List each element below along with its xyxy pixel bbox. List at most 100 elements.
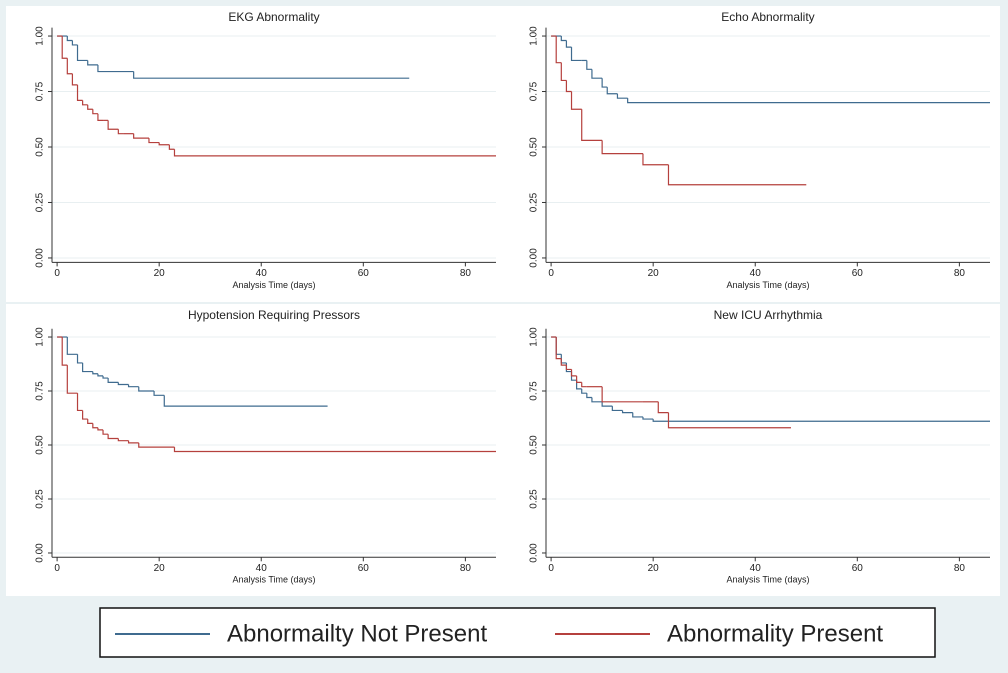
- y-tick-label: 0.00: [35, 543, 46, 563]
- km-step: [87, 104, 93, 110]
- km-step: [667, 164, 807, 186]
- y-tick-label: 1.00: [529, 26, 540, 46]
- y-tick-label: 0.75: [35, 381, 46, 401]
- km-step: [576, 375, 582, 383]
- km-step: [565, 80, 572, 93]
- chart-title: Echo Abnormality: [721, 10, 814, 24]
- y-tick-label: 0.25: [529, 489, 540, 509]
- km-step: [657, 401, 669, 414]
- legend-box: [99, 607, 936, 658]
- chart-title: Hypotension Requiring Pressors: [188, 308, 360, 322]
- km-step: [66, 365, 78, 394]
- x-axis-label: Analysis Time (days): [726, 575, 809, 585]
- x-axis-label: Analysis Time (days): [232, 575, 315, 585]
- chart-title: EKG Abnormality: [228, 10, 319, 24]
- km-step: [133, 71, 410, 79]
- panel: [6, 304, 502, 596]
- x-tick-label: 60: [852, 268, 864, 279]
- x-tick-label: 40: [256, 268, 268, 279]
- km-step: [107, 378, 119, 383]
- y-tick-label: 1.00: [35, 327, 46, 347]
- km-step: [133, 133, 149, 139]
- y-tick-label: 0.75: [529, 81, 540, 101]
- x-tick-label: 40: [750, 268, 762, 279]
- km-step: [66, 337, 78, 355]
- km-step: [652, 419, 990, 422]
- km-step: [102, 375, 109, 379]
- km-step: [586, 393, 592, 399]
- km-step: [627, 98, 990, 104]
- x-tick-label: 60: [358, 563, 370, 574]
- x-tick-label: 80: [954, 268, 966, 279]
- km-step: [66, 36, 73, 42]
- km-step: [66, 58, 73, 75]
- km-step: [107, 120, 119, 130]
- y-tick-label: 0.50: [35, 435, 46, 455]
- km-step: [621, 410, 633, 414]
- km-step: [102, 429, 109, 435]
- km-step: [581, 109, 603, 141]
- km-step: [591, 397, 603, 403]
- km-step: [555, 36, 562, 64]
- km-step: [163, 395, 328, 407]
- km-step: [565, 40, 572, 48]
- km-step: [82, 410, 88, 420]
- y-tick-label: 0.25: [35, 489, 46, 509]
- km-step: [173, 149, 496, 157]
- y-tick-label: 1.00: [35, 26, 46, 46]
- km-step: [611, 406, 623, 412]
- km-step: [61, 36, 68, 59]
- km-step: [565, 365, 572, 371]
- y-tick-label: 0.50: [529, 435, 540, 455]
- km-step: [586, 60, 592, 70]
- km-step: [642, 153, 669, 166]
- km-step: [616, 93, 628, 99]
- legend-label: Abnormailty Not Present: [227, 620, 487, 647]
- chart-title: New ICU Arrhythmia: [714, 308, 823, 322]
- x-tick-label: 20: [648, 268, 660, 279]
- km-step: [117, 438, 129, 442]
- panel: [500, 304, 1000, 596]
- x-tick-label: 0: [548, 563, 554, 574]
- km-step: [570, 47, 582, 62]
- y-tick-label: 0.00: [529, 543, 540, 563]
- x-tick-label: 80: [460, 563, 472, 574]
- x-tick-label: 20: [648, 563, 660, 574]
- km-step: [82, 362, 93, 373]
- km-step: [97, 113, 104, 121]
- km-step: [138, 442, 175, 448]
- x-tick-label: 80: [460, 268, 472, 279]
- x-tick-label: 40: [256, 563, 268, 574]
- x-tick-label: 60: [358, 268, 370, 279]
- km-step: [138, 386, 155, 392]
- x-tick-label: 40: [750, 563, 762, 574]
- km-step: [117, 129, 124, 135]
- y-tick-label: 0.00: [35, 248, 46, 268]
- km-step: [92, 423, 98, 429]
- km-step: [591, 69, 603, 79]
- km-step: [570, 91, 582, 110]
- km-step: [667, 412, 791, 429]
- km-step: [632, 412, 643, 418]
- y-tick-label: 0.50: [35, 137, 46, 157]
- km-step: [576, 380, 582, 390]
- y-tick-label: 0.75: [35, 81, 46, 101]
- panel: [500, 6, 1000, 302]
- km-step: [581, 382, 587, 388]
- x-axis-label: Analysis Time (days): [232, 280, 315, 290]
- km-step: [606, 87, 618, 95]
- km-step: [570, 369, 577, 377]
- km-step: [61, 337, 68, 366]
- km-step: [642, 416, 654, 420]
- x-tick-label: 20: [154, 563, 166, 574]
- km-step: [560, 62, 567, 82]
- km-step: [71, 73, 78, 86]
- km-step: [97, 373, 104, 377]
- y-tick-label: 0.25: [35, 192, 46, 212]
- km-step: [127, 440, 139, 444]
- km-step: [158, 142, 170, 146]
- km-step: [601, 78, 608, 88]
- km-step: [153, 391, 165, 396]
- km-step: [148, 138, 160, 144]
